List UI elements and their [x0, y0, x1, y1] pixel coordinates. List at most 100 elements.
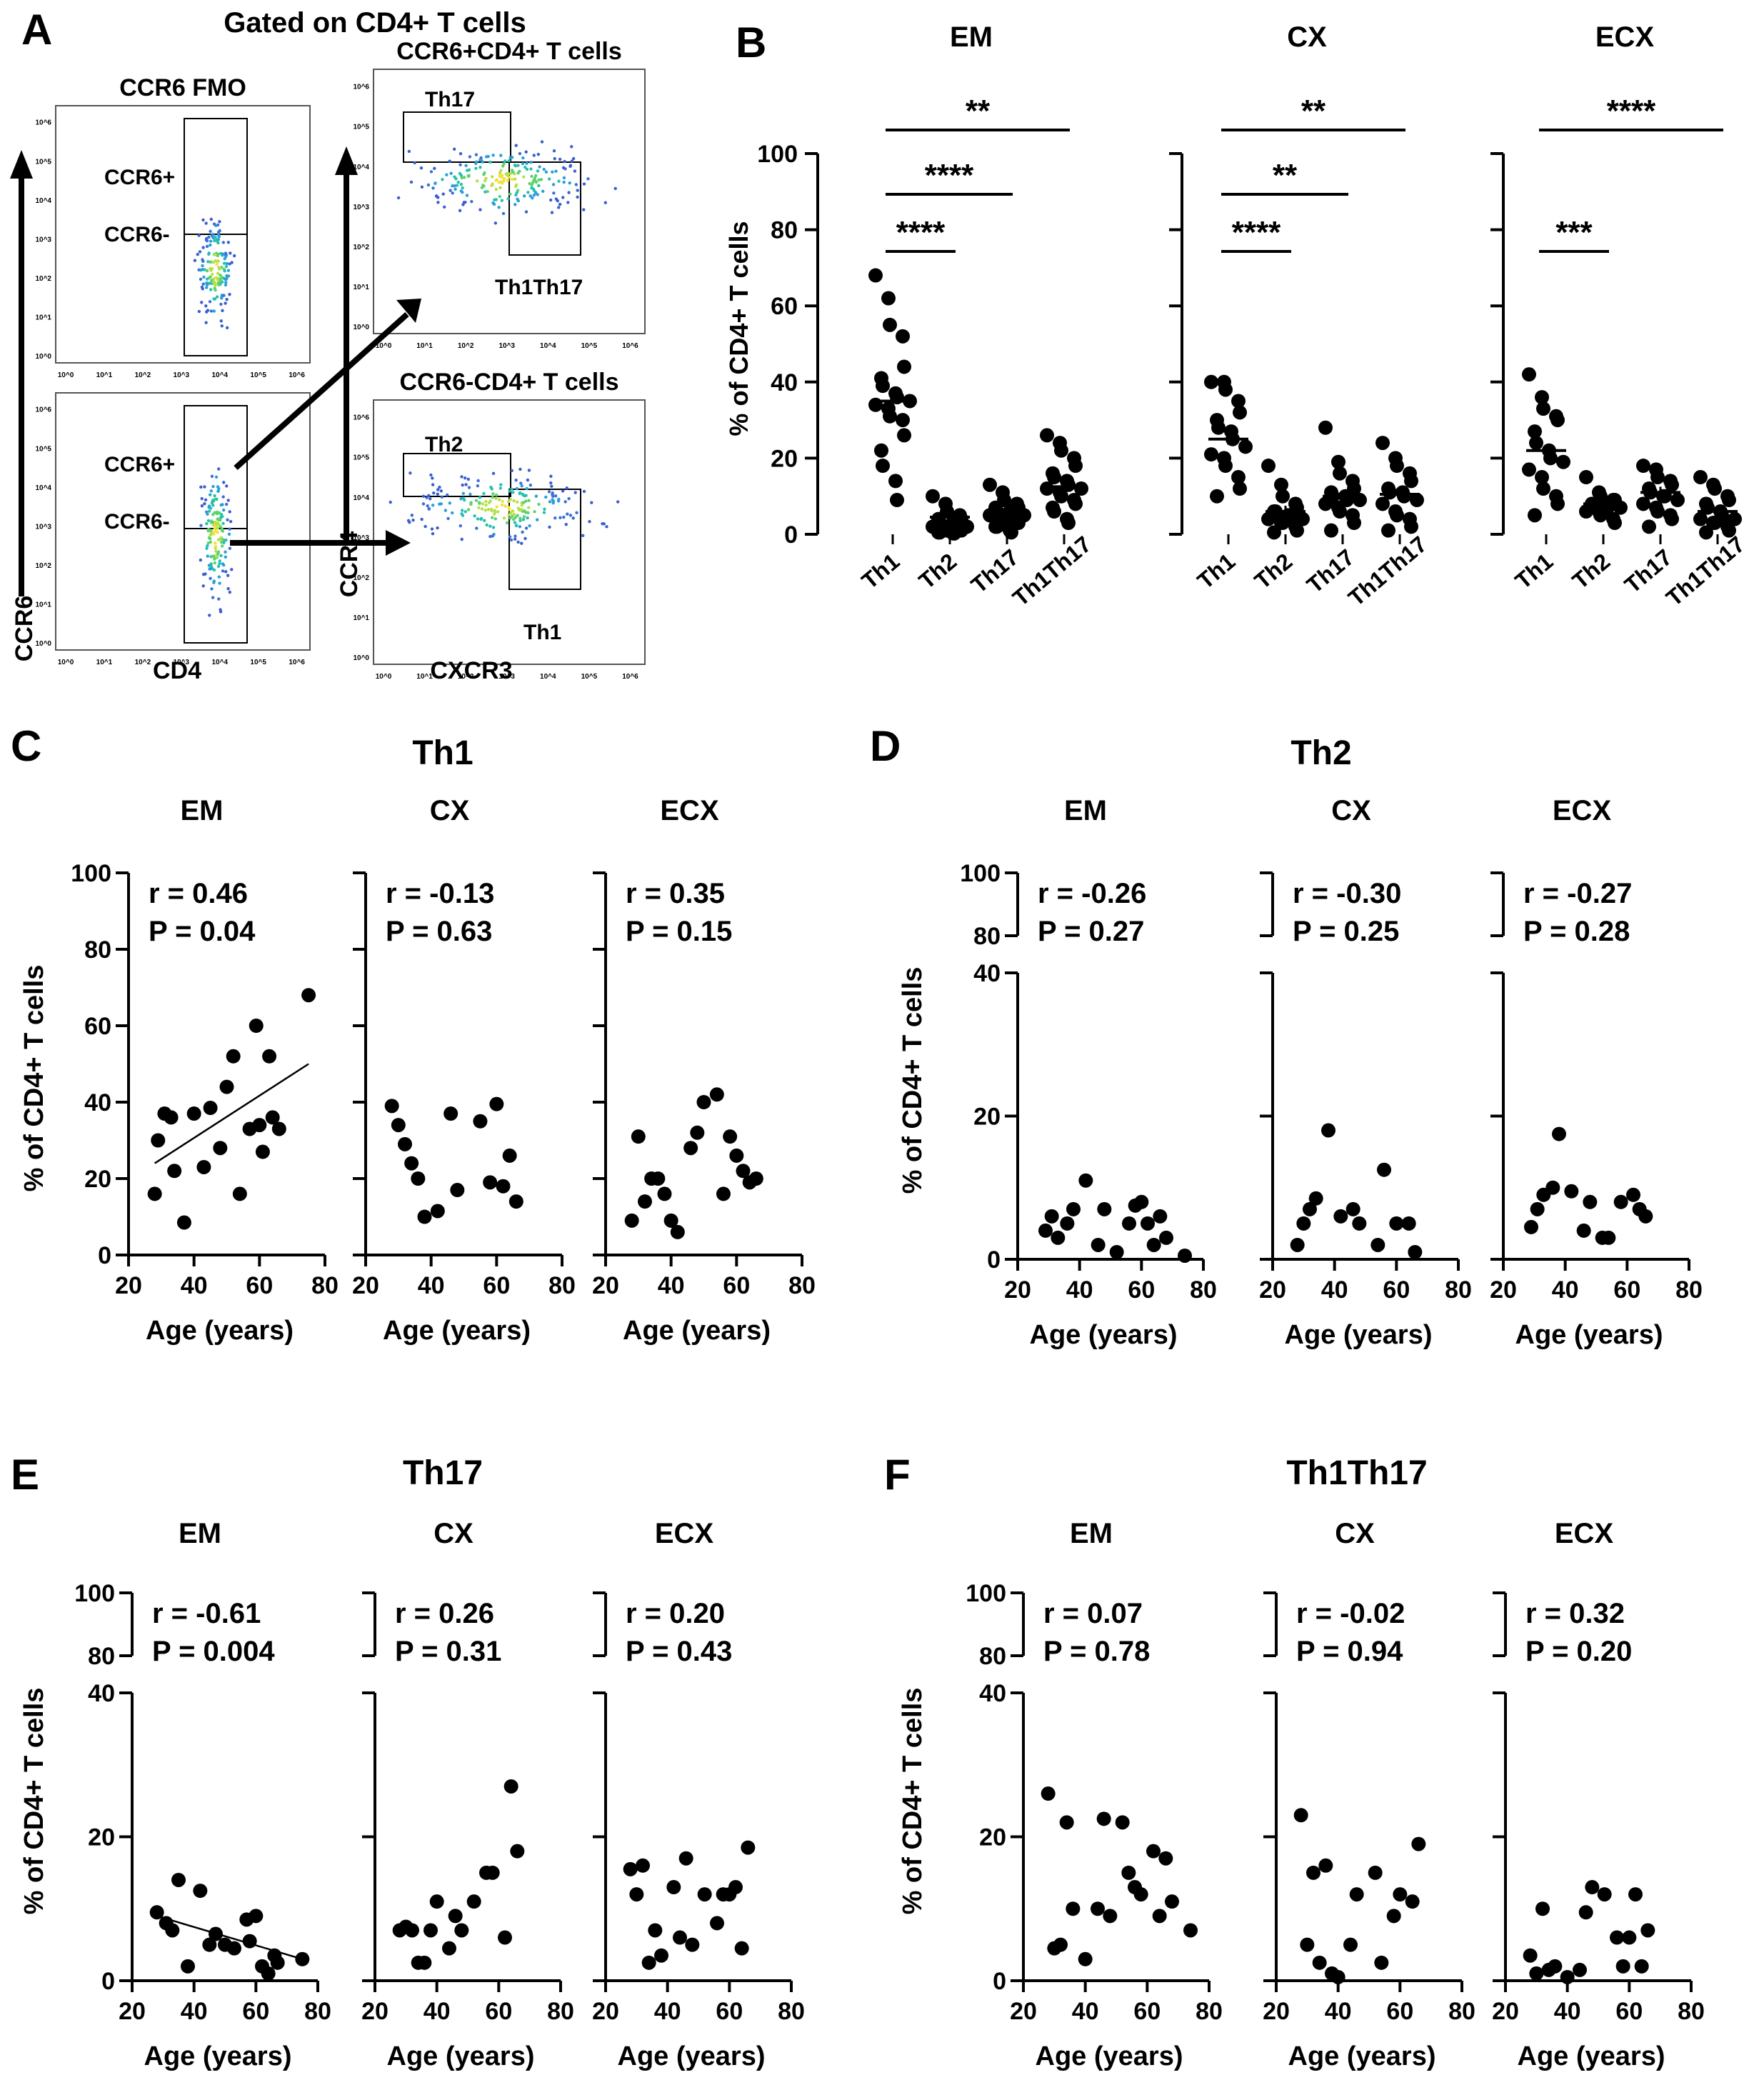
x-axis-label: Age (years)	[1030, 1320, 1178, 1350]
event-dot	[506, 179, 510, 182]
event-dot	[521, 156, 525, 160]
data-point	[1345, 1201, 1360, 1216]
event-dot	[431, 483, 435, 486]
event-dot	[458, 163, 462, 166]
data-point	[1096, 1811, 1111, 1826]
event-dot	[497, 206, 501, 209]
event-dot	[550, 211, 554, 214]
event-dot	[462, 176, 466, 179]
data-point	[473, 1114, 488, 1129]
event-dot	[512, 499, 516, 503]
event-dot	[491, 526, 496, 529]
data-point	[417, 1209, 432, 1224]
data-point	[442, 1941, 456, 1956]
gate-rectangle	[184, 405, 248, 644]
data-point	[1333, 504, 1347, 519]
x-tick-label: 80	[788, 1272, 816, 1299]
y-tick-label: 10^5	[35, 445, 51, 453]
data-point	[164, 1110, 179, 1125]
event-dot	[508, 516, 512, 520]
event-dot	[525, 167, 529, 171]
event-dot	[503, 504, 507, 508]
event-dot	[541, 189, 545, 193]
data-point	[1060, 1216, 1075, 1231]
x-tick-label: 60	[1386, 1998, 1413, 2025]
event-dot	[219, 610, 223, 614]
event-dot	[602, 522, 606, 526]
event-dot	[467, 168, 471, 172]
event-dot	[550, 484, 553, 489]
y-tick-label: 10^2	[35, 562, 51, 570]
event-dot	[549, 481, 553, 485]
data-point	[1300, 1937, 1315, 1952]
event-dot	[528, 194, 532, 198]
data-point	[226, 1049, 241, 1064]
event-dot	[474, 161, 478, 166]
data-point	[897, 359, 911, 374]
event-dot	[209, 489, 214, 493]
r-value: r = -0.26	[1038, 878, 1146, 909]
data-point	[232, 1186, 247, 1201]
event-dot	[205, 244, 209, 249]
event-dot	[221, 521, 225, 526]
event-dot	[430, 527, 434, 531]
event-dot	[537, 184, 541, 188]
event-dot	[211, 260, 216, 264]
event-dot	[551, 494, 555, 498]
event-dot	[487, 501, 491, 504]
data-point	[502, 1148, 517, 1163]
data-point	[876, 459, 890, 474]
event-dot	[531, 196, 534, 200]
event-dot	[558, 516, 562, 519]
event-dot	[203, 502, 206, 506]
data-point	[741, 1840, 756, 1855]
event-dot	[429, 473, 433, 477]
event-dot	[491, 175, 494, 179]
y-tick-label: 10^6	[353, 414, 369, 422]
data-point	[1536, 481, 1550, 496]
x-axis-label: Age (years)	[1288, 2041, 1436, 2071]
event-dot	[224, 555, 228, 559]
data-point	[1610, 1930, 1624, 1945]
data-point	[933, 525, 947, 540]
data-point	[1377, 1162, 1391, 1177]
event-dot	[491, 495, 495, 499]
data-point	[1556, 454, 1570, 469]
y-tick-label: 10^3	[35, 236, 51, 244]
event-dot	[209, 506, 213, 510]
data-point	[729, 1148, 744, 1163]
data-point	[1004, 525, 1018, 540]
event-dot	[519, 481, 523, 485]
event-dot	[213, 239, 216, 243]
data-point	[723, 1129, 738, 1144]
data-point	[1041, 1786, 1056, 1801]
data-point	[728, 1880, 743, 1895]
event-dot	[448, 501, 452, 505]
event-dot	[458, 171, 462, 176]
r-value: r = -0.61	[152, 1598, 261, 1629]
event-dot	[514, 144, 518, 147]
x-tick-label: 10^4	[540, 673, 556, 681]
event-dot	[566, 201, 570, 204]
event-dot	[567, 496, 571, 501]
arrow-head	[396, 299, 421, 323]
x-tick-label: 10^5	[250, 371, 266, 379]
event-dot	[205, 286, 209, 289]
data-point	[1722, 493, 1736, 508]
data-point	[1053, 1937, 1068, 1952]
data-point	[736, 1164, 751, 1179]
event-dot	[208, 614, 211, 617]
data-point	[623, 1861, 638, 1876]
event-dot	[574, 183, 578, 186]
flow-plot-frame	[373, 69, 646, 334]
event-dot	[514, 193, 518, 197]
event-dot	[224, 264, 229, 269]
data-point	[1670, 493, 1685, 508]
event-dot	[474, 153, 478, 156]
event-dot	[523, 165, 527, 169]
subplot-title: EM	[181, 795, 224, 826]
data-point	[888, 474, 903, 489]
y-tick-label: 10^6	[35, 119, 51, 127]
gate-label: Th1	[523, 621, 561, 644]
event-dot	[211, 513, 215, 516]
